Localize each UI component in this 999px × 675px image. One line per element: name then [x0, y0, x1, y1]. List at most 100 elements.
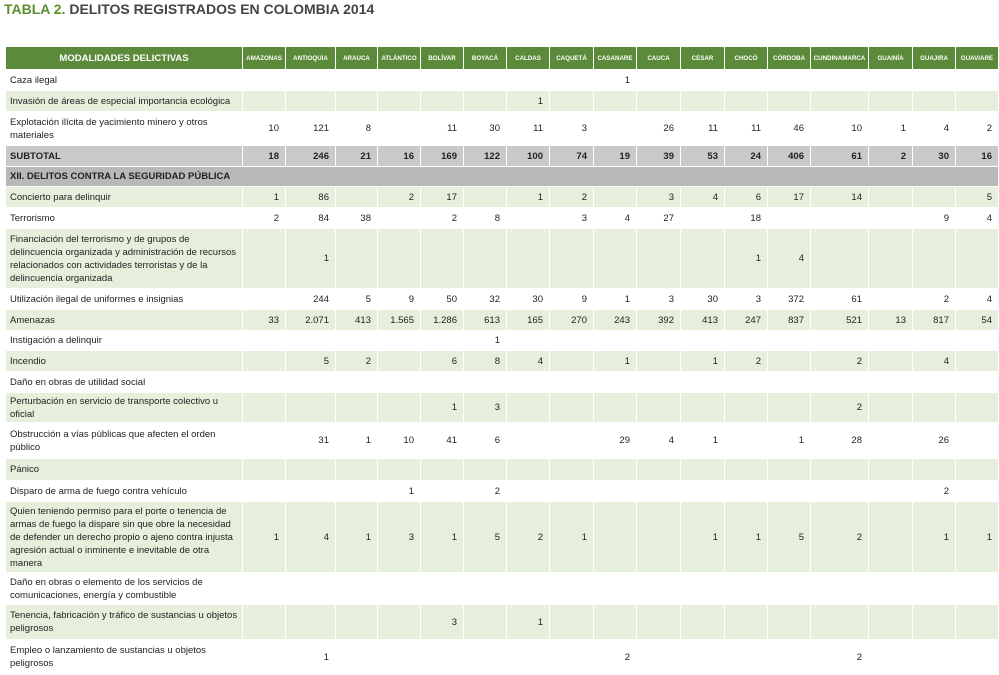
cell: [506, 371, 550, 393]
cell: 406: [767, 145, 811, 167]
table-row: Obstrucción a vías públicas que afecten …: [5, 422, 999, 459]
cell: [242, 639, 286, 675]
cell: [377, 207, 421, 229]
cell: [593, 480, 637, 502]
cell: [724, 604, 768, 640]
cell: [955, 392, 999, 423]
cell: 11: [420, 111, 464, 146]
cell: [810, 572, 869, 605]
cell: [242, 572, 286, 605]
cell: 2: [335, 350, 378, 372]
table-row: Caza ilegal 1: [5, 69, 999, 91]
cell: [377, 69, 421, 91]
cell: 1: [506, 90, 550, 112]
row-label: Daño en obras de utilidad social: [5, 371, 243, 393]
cell: [593, 371, 637, 393]
cell: [636, 480, 681, 502]
cell: 16: [955, 145, 999, 167]
cell: 2: [810, 639, 869, 675]
cell: 5: [335, 288, 378, 310]
cell: [335, 228, 378, 289]
cell: 31: [285, 422, 336, 459]
cell: 1: [680, 350, 725, 372]
cell: [242, 458, 286, 481]
cell: [335, 90, 378, 112]
cell: [593, 458, 637, 481]
cell: [955, 228, 999, 289]
cell: [506, 392, 550, 423]
cell: 53: [680, 145, 725, 167]
cell: [680, 330, 725, 351]
cell: [868, 288, 913, 310]
cell: [463, 604, 507, 640]
cell: [767, 604, 811, 640]
cell: 2: [242, 207, 286, 229]
cell: 30: [912, 145, 956, 167]
cell: 1: [593, 350, 637, 372]
row-label: SUBTOTAL: [5, 145, 243, 167]
cell: [242, 228, 286, 289]
cell: 3: [549, 111, 594, 146]
cell: [420, 458, 464, 481]
cell: 1: [724, 501, 768, 573]
row-label: Terrorismo: [5, 207, 243, 229]
cell: 2: [724, 350, 768, 372]
cell: [593, 501, 637, 573]
cell: [285, 604, 336, 640]
cell: [636, 458, 681, 481]
row-label: Tenencia, fabricación y tráfico de susta…: [5, 604, 243, 640]
column-header: CALDAS: [506, 46, 550, 70]
cell: 61: [810, 145, 869, 167]
cell: [242, 90, 286, 112]
cell: 1: [335, 422, 378, 459]
table-row: Invasión de áreas de especial importanci…: [5, 90, 999, 112]
cell: 100: [506, 145, 550, 167]
cell: [549, 90, 594, 112]
cell: 39: [636, 145, 681, 167]
cell: [912, 90, 956, 112]
cell: [593, 572, 637, 605]
cell: [955, 480, 999, 502]
column-header: CUNDINAMARCA: [810, 46, 869, 70]
column-header: CAUCA: [636, 46, 681, 70]
cell: 2: [463, 480, 507, 502]
cell: 26: [636, 111, 681, 146]
cell: [285, 69, 336, 91]
cell: 413: [335, 309, 378, 331]
cell: 28: [810, 422, 869, 459]
table-row: Financiación del terrorismo y de grupos …: [5, 228, 999, 289]
cell: [549, 422, 594, 459]
cell: 372: [767, 288, 811, 310]
cell: [868, 371, 913, 393]
cell: [420, 572, 464, 605]
cell: 1: [593, 69, 637, 91]
cell: [912, 604, 956, 640]
cell: [912, 186, 956, 208]
cell: 1: [549, 501, 594, 573]
cell: [463, 371, 507, 393]
cell: [506, 330, 550, 351]
cell: [335, 480, 378, 502]
cell: 14: [810, 186, 869, 208]
cell: 1.565: [377, 309, 421, 331]
column-header: ANTIOQUIA: [285, 46, 336, 70]
data-table: MODALIDADES DELICTIVAS AMAZONAS ANTIOQUIA A…: [5, 46, 999, 675]
cell: [506, 458, 550, 481]
cell: [593, 186, 637, 208]
cell: [868, 90, 913, 112]
cell: [955, 639, 999, 675]
cell: 1.286: [420, 309, 464, 331]
cell: [636, 228, 681, 289]
cell: [420, 90, 464, 112]
cell: [285, 458, 336, 481]
cell: 11: [680, 111, 725, 146]
table-row: Daño en obras o elemento de los servicio…: [5, 572, 999, 605]
cell: [242, 330, 286, 351]
table-row: Empleo o lanzamiento de sustancias u obj…: [5, 639, 999, 675]
cell: [420, 371, 464, 393]
cell: [912, 371, 956, 393]
cell: 30: [506, 288, 550, 310]
cell: 16: [377, 145, 421, 167]
cell: [377, 604, 421, 640]
